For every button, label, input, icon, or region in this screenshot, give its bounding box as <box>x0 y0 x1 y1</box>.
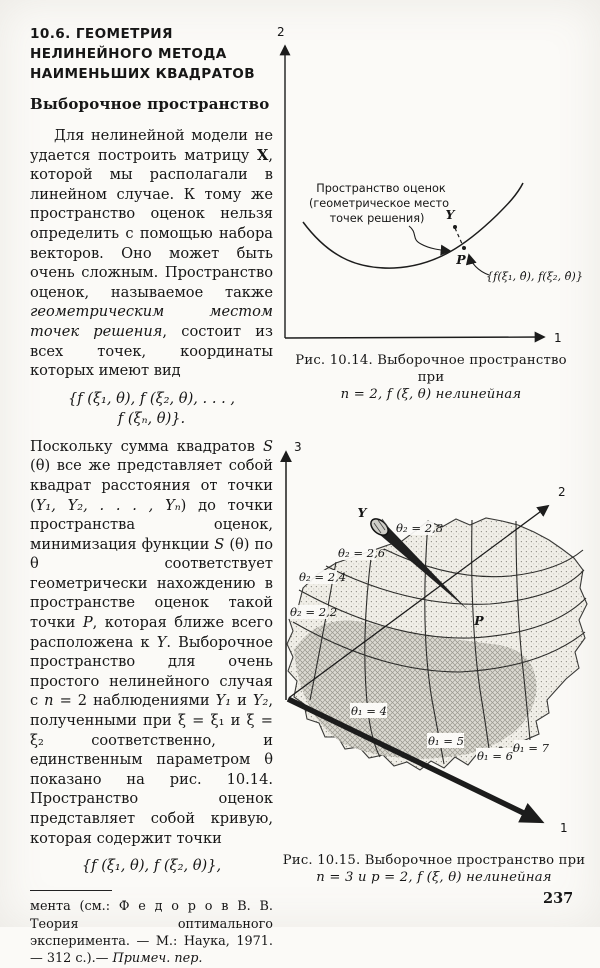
axis-1-line <box>284 331 546 343</box>
label-chip <box>514 740 548 755</box>
footnote: мента (см.: Ф е д о р о в В. В. Теория о… <box>30 899 273 967</box>
figure-10-14: 2 1 Пространство оценок (геометрическое … <box>277 25 583 345</box>
theta1-grid-curve <box>515 520 531 741</box>
figure-10-14-caption: Рис. 10.14. Выборочное пространство при … <box>280 352 582 403</box>
label-chip <box>350 703 387 718</box>
heading-line: НАИМЕНЬШИХ КВАДРАТОВ <box>30 66 255 82</box>
theta2-label: θ₂ = 2,4 <box>299 570 346 584</box>
axis-3-label: 3 <box>294 440 302 454</box>
annotation-arrow <box>408 225 452 256</box>
formula-estimation-space: {f (ξ₁, θ), f (ξ₂, θ), . . . , f (ξₙ, θ)… <box>30 389 273 429</box>
label-chip <box>336 546 376 560</box>
caption-line: n = 2, f (ξ, θ) нелинейная <box>340 387 522 402</box>
theta1-label: θ₁ = 4 <box>351 704 387 718</box>
heading-line: 10.6. ГЕОМЕТРИЯ <box>30 26 173 42</box>
theta1-label: θ₁ = 7 <box>513 741 550 755</box>
page-number: 237 <box>543 890 574 907</box>
axis-2-label: 2 <box>277 25 285 39</box>
label-chip <box>297 570 337 584</box>
theta2-label: θ₂ = 2,8 <box>396 521 443 535</box>
pin-head <box>370 518 389 536</box>
theta2-grid-curve <box>292 621 586 673</box>
paragraph-1: Для нелинейной модели не удается построи… <box>30 127 273 380</box>
formula-leader-arrow <box>465 253 490 276</box>
estimation-space-curve <box>302 182 524 269</box>
pin-body <box>375 522 468 610</box>
projection-dashed-line <box>454 227 464 247</box>
point-coordinates-formula: {f(ξ₁, θ̂), f(ξ₂, θ̂)} <box>486 270 583 283</box>
section-heading: 10.6. ГЕОМЕТРИЯ НЕЛИНЕЙНОГО МЕТОДА НАИМЕ… <box>30 24 273 84</box>
figure-10-15-caption: Рис. 10.15. Выборочное пространство при … <box>278 852 590 886</box>
point-y-label: Y <box>358 505 368 520</box>
formula-line: {f (ξ₁, θ), f (ξ₂, θ), . . . , <box>67 389 236 407</box>
axis-1-label: 1 <box>554 331 562 345</box>
formula-two-points: {f (ξ₁, θ), f (ξ₂, θ)}, <box>81 857 222 875</box>
annotation-line: Пространство оценок <box>316 182 446 195</box>
text-column: 10.6. ГЕОМЕТРИЯ НЕЛИНЕЙНОГО МЕТОДА НАИМЕ… <box>30 24 273 968</box>
axis-2-label: 2 <box>558 485 566 499</box>
caption-line: Рис. 10.15. Выборочное пространство при <box>282 853 586 868</box>
annotation-line: (геометрическое место <box>309 197 449 210</box>
point-p-label: P <box>473 613 484 628</box>
formula-line: f (ξₙ, θ)}. <box>117 409 186 427</box>
theta1-grid-curve <box>471 519 491 757</box>
caption-line: n = 3 и p = 2, f (ξ, θ) нелинейная <box>316 870 552 885</box>
paragraph-2: Поскольку сумма квадратов S (θ) все же п… <box>30 437 274 847</box>
point-y-dot <box>453 225 457 229</box>
pin-head-hatch <box>373 518 389 534</box>
figure-10-15: 3 2 1 θ₂ = 2,8 θ₂ = 2,6 θ₂ = 2,4 θ₂ = 2,… <box>280 440 588 835</box>
annotation-line: точек решения) <box>330 212 425 225</box>
caption-line: Рис. 10.14. Выборочное пространство при <box>295 353 567 385</box>
footnote-rule <box>30 890 112 892</box>
theta1-label: θ₁ = 5 <box>428 734 464 748</box>
theta2-grid-curve <box>325 565 585 605</box>
theta2-grid-curve <box>298 589 587 639</box>
book-page: 10.6. ГЕОМЕТРИЯ НЕЛИНЕЙНОГО МЕТОДА НАИМЕ… <box>30 25 590 967</box>
label-chip <box>394 521 434 535</box>
label-chip <box>476 748 513 763</box>
point-p-dot <box>462 246 466 250</box>
theta2-label: θ₂ = 2,2 <box>290 605 337 619</box>
axis-2-line <box>289 504 550 698</box>
label-chip <box>288 605 328 619</box>
subsection-heading: Выборочное пространство <box>30 95 270 113</box>
point-p-label: P <box>455 252 466 267</box>
axis-1-line <box>286 696 545 824</box>
theta1-label: θ₁ = 6 <box>477 749 513 763</box>
theta2-label: θ₂ = 2,6 <box>338 546 385 560</box>
heading-line: НЕЛИНЕЙНОГО МЕТОДА <box>30 46 227 62</box>
point-y-label: Y <box>446 207 456 222</box>
axis-1-label: 1 <box>560 821 568 835</box>
label-chip <box>427 733 464 748</box>
